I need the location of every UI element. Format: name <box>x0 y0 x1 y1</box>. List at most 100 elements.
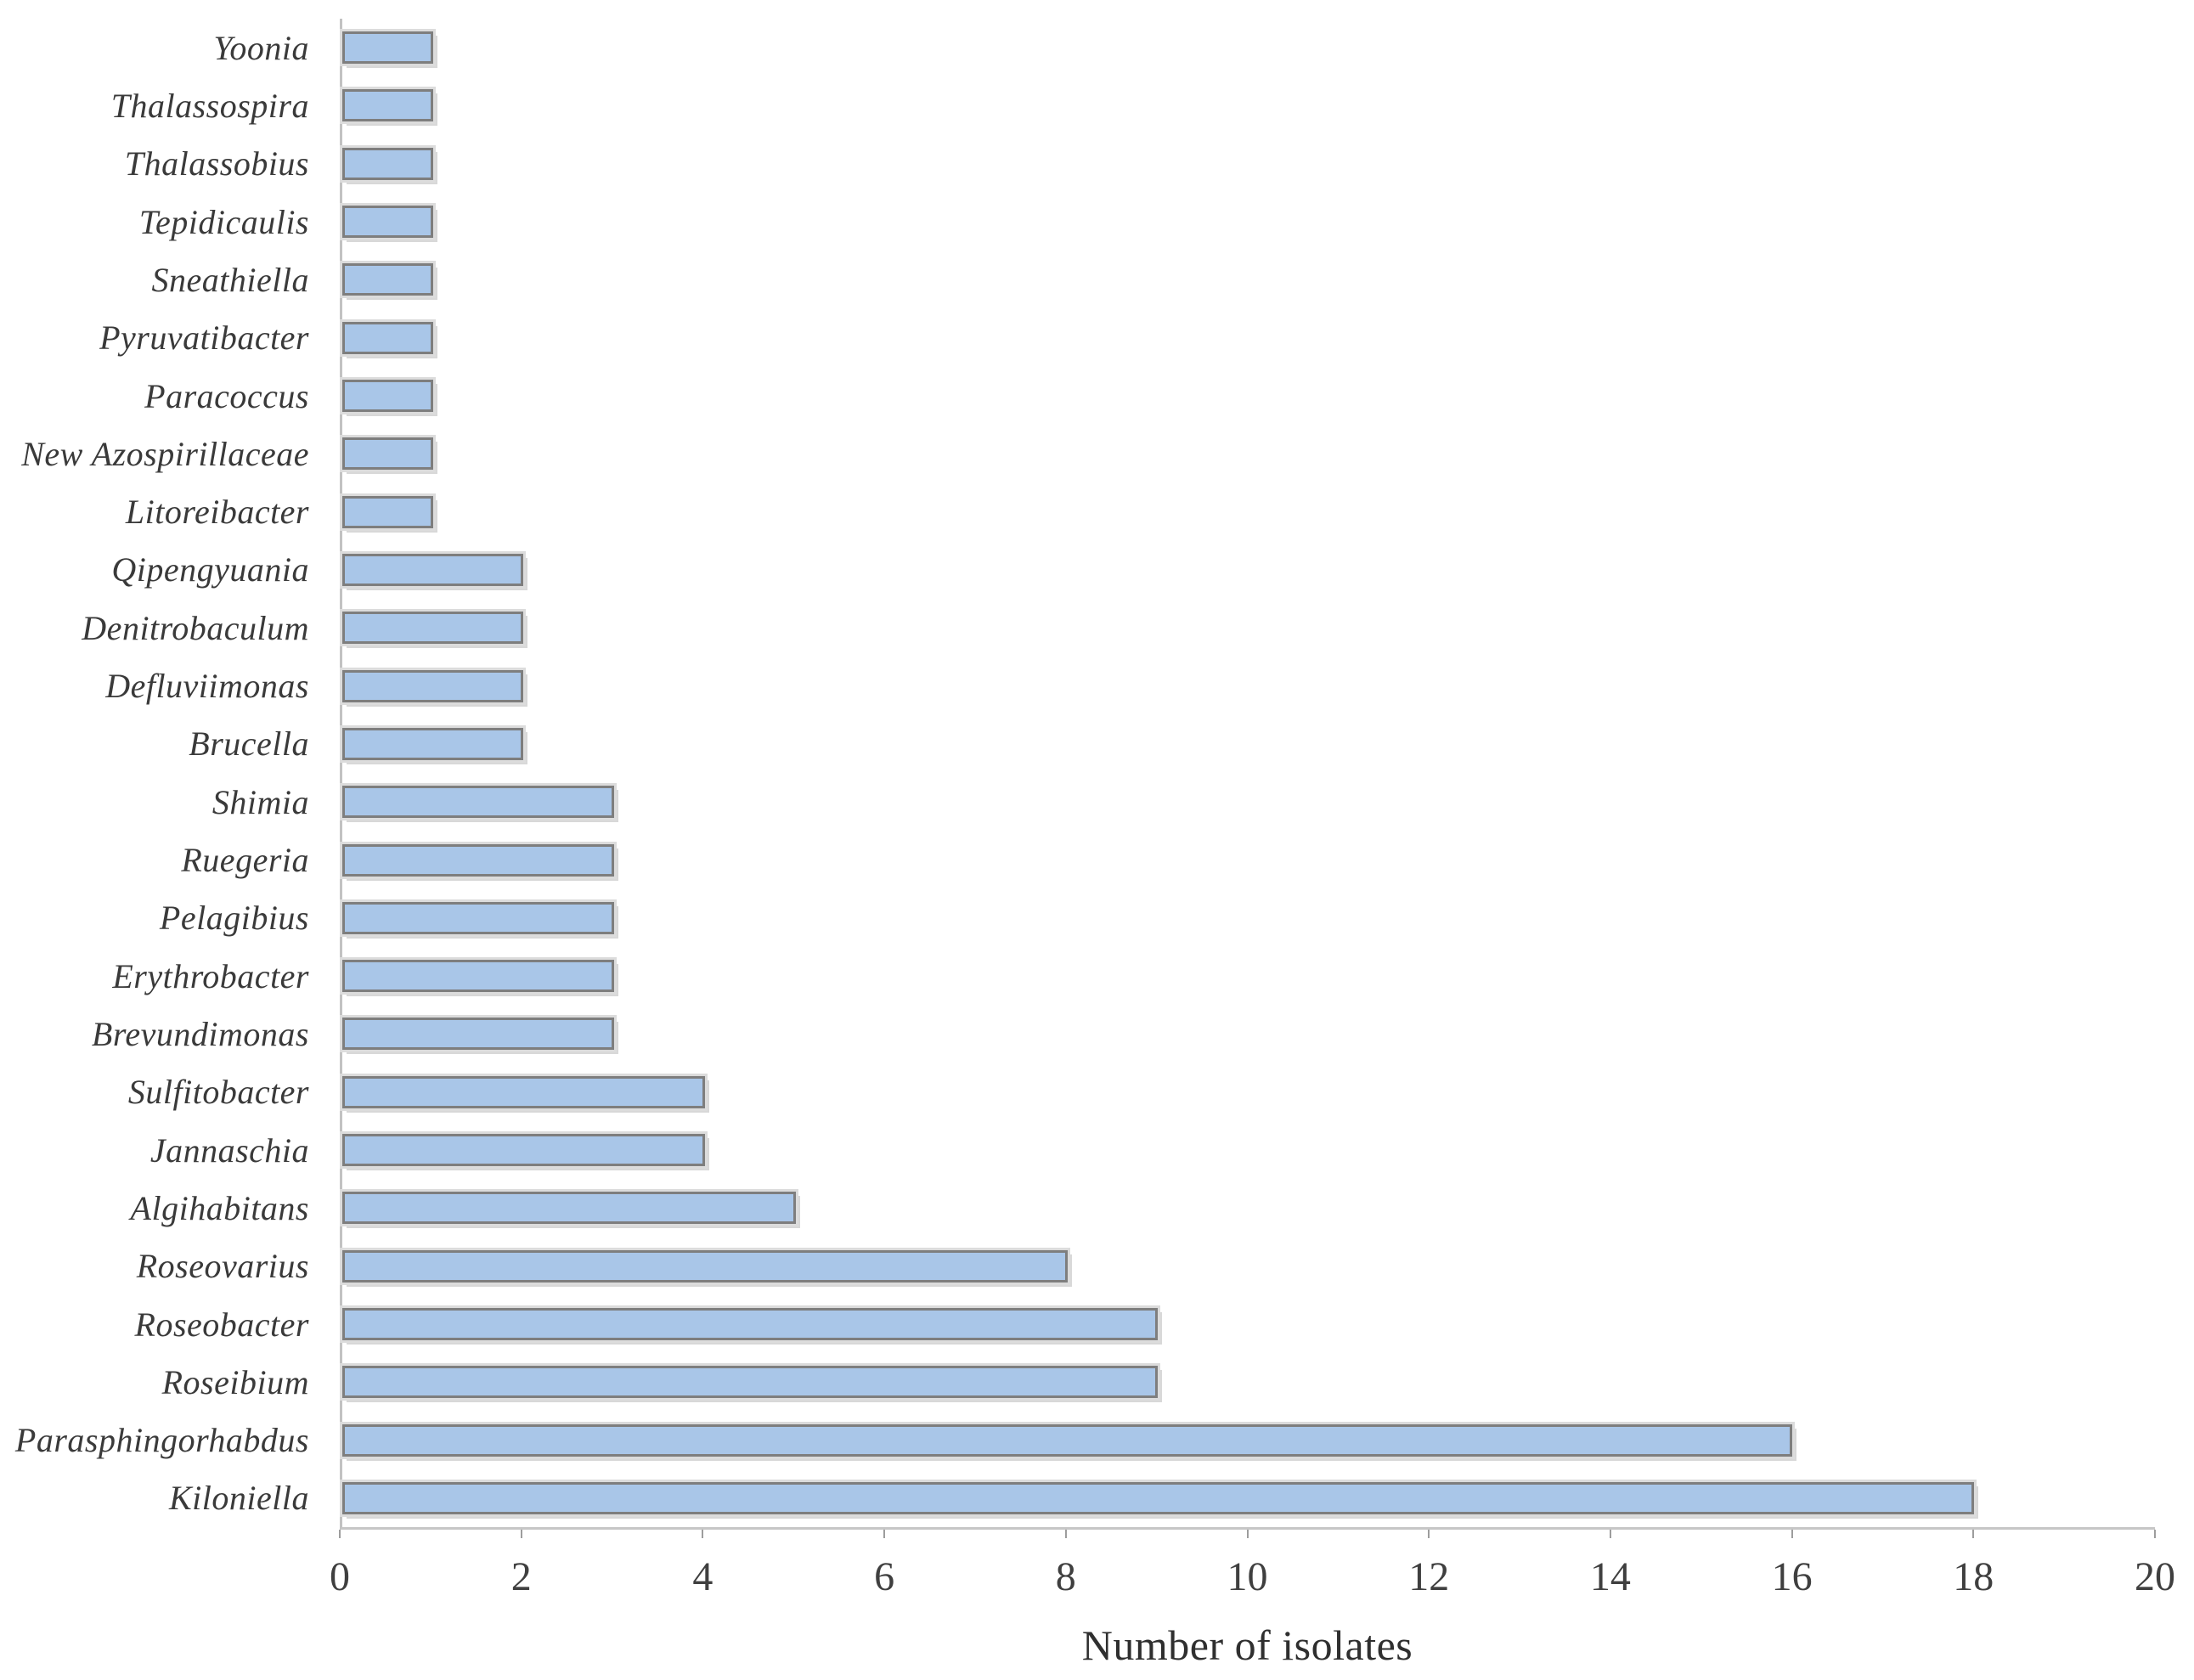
x-axis-tick-mark <box>883 1530 886 1538</box>
category-label: Roseovarius <box>136 1247 309 1286</box>
x-axis-tick-label: 8 <box>1055 1554 1076 1599</box>
bar-row <box>339 1005 2155 1063</box>
x-axis-tick-mark <box>520 1530 522 1538</box>
category-label: Pelagibius <box>159 899 309 938</box>
category-label: Tepidicaulis <box>138 202 309 241</box>
bar <box>339 783 618 821</box>
x-axis: 0 2 4 6 8 10 12 14 16 18 20 <box>330 1530 2175 1640</box>
category-label: Litoreibacter <box>125 493 309 532</box>
category-label: Kiloniella <box>169 1479 309 1518</box>
bar <box>340 319 436 357</box>
bar-row <box>339 1295 2155 1353</box>
category-label: Erythrobacter <box>112 956 309 995</box>
x-axis-tick-label: 10 <box>1227 1554 1268 1599</box>
x-axis-tick-label: 6 <box>874 1554 895 1599</box>
bar-row <box>340 367 2155 425</box>
bar-row <box>340 483 2155 541</box>
category-label: Defluviimonas <box>105 667 309 706</box>
bar-row <box>340 251 2155 308</box>
x-axis-tick-label: 2 <box>510 1554 532 1599</box>
category-label: Brevundimonas <box>91 1014 309 1053</box>
x-axis-tick-mark <box>1428 1530 1430 1538</box>
bar-row <box>339 541 2155 599</box>
bar <box>339 667 527 705</box>
bar <box>340 87 436 125</box>
bar-row <box>339 657 2155 714</box>
x-axis-tick-label: 20 <box>2135 1554 2175 1599</box>
bar-row <box>339 773 2155 831</box>
category-label: Paracoccus <box>144 376 309 415</box>
bar-row <box>340 1237 2155 1295</box>
category-label: Yoonia <box>213 28 309 67</box>
bar-row <box>339 831 2155 888</box>
category-label: Roseibium <box>161 1362 309 1401</box>
category-label: New Azospirillaceae <box>21 434 309 473</box>
category-label: Shimia <box>212 782 309 821</box>
bar <box>339 1015 618 1053</box>
x-axis-tick-label: 14 <box>1589 1554 1631 1599</box>
bar-row <box>340 1179 2155 1237</box>
category-label: Jannaschia <box>149 1130 309 1170</box>
x-axis-tick-label: 16 <box>1771 1554 1813 1599</box>
bar-row <box>340 309 2155 367</box>
bar-row <box>339 599 2155 657</box>
bar <box>339 609 527 647</box>
bar-row <box>340 1469 2155 1527</box>
category-label: Thalassospira <box>110 86 309 125</box>
category-label: Ruegeria <box>181 841 309 880</box>
x-axis-tick-mark <box>1064 1530 1067 1538</box>
bar <box>339 550 527 589</box>
category-label: Pyruvatibacter <box>99 319 309 358</box>
bar <box>340 1479 1977 1517</box>
x-axis-tick-mark <box>702 1530 704 1538</box>
x-axis-tick-label: 0 <box>330 1554 350 1599</box>
x-axis-tick-mark <box>1791 1530 1793 1538</box>
category-label: Qipengyuania <box>111 550 309 589</box>
category-label: Denitrobaculum <box>82 608 309 647</box>
bar <box>340 435 436 473</box>
bar <box>340 203 436 241</box>
category-label: Roseobacter <box>134 1305 309 1344</box>
bar <box>340 1189 798 1227</box>
x-axis-tick-mark <box>1246 1530 1249 1538</box>
bar <box>339 841 618 879</box>
bar-row <box>340 1121 2155 1179</box>
x-axis-tick-mark <box>339 1530 341 1538</box>
bar <box>340 493 436 531</box>
x-axis-tick-mark <box>1609 1530 1611 1538</box>
bar <box>339 899 618 937</box>
bar-row <box>339 1353 2155 1411</box>
bar <box>340 261 436 299</box>
category-label: Brucella <box>189 724 309 764</box>
bar-row <box>340 193 2155 251</box>
plot-area <box>339 19 2155 1530</box>
x-axis-tick-mark <box>2154 1530 2156 1538</box>
bar <box>340 1247 1070 1285</box>
bar-row <box>340 19 2155 76</box>
x-axis-tick-mark <box>1972 1530 1975 1538</box>
y-axis-category-labels: Yoonia Thalassospira Thalassobius Tepidicau… <box>0 19 324 1527</box>
bar-row <box>339 715 2155 773</box>
bar <box>340 377 436 415</box>
bar <box>339 1363 1161 1401</box>
category-label: Thalassobius <box>124 144 309 183</box>
bar <box>339 957 618 995</box>
category-label: Algihabitans <box>130 1188 309 1227</box>
x-axis-tick-label: 4 <box>692 1554 713 1599</box>
bar <box>340 29 436 67</box>
bar <box>340 1131 708 1170</box>
category-label: Sneathiella <box>151 260 309 299</box>
bar <box>339 724 527 763</box>
bar <box>340 144 436 183</box>
bar <box>340 1073 708 1111</box>
bar <box>339 1421 1796 1459</box>
x-axis-tick-label: 18 <box>1953 1554 1994 1599</box>
bar-row <box>340 76 2155 134</box>
bar-row <box>340 425 2155 482</box>
bar-row <box>340 1063 2155 1121</box>
x-axis-tick-label: 12 <box>1408 1554 1450 1599</box>
x-axis-title: Number of isolates <box>1081 1621 1413 1669</box>
category-label: Sulfitobacter <box>127 1073 309 1112</box>
bar-row <box>339 1412 2155 1469</box>
